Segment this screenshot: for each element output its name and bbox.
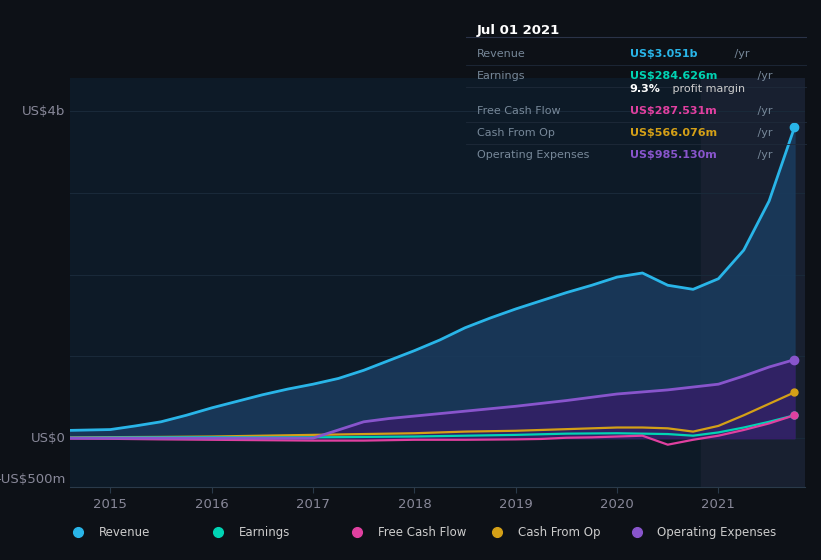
Text: Operating Expenses: Operating Expenses <box>657 526 777 539</box>
Text: /yr: /yr <box>754 106 772 116</box>
Text: Earnings: Earnings <box>238 526 290 539</box>
Text: /yr: /yr <box>754 128 772 138</box>
Text: -US$500m: -US$500m <box>0 473 66 486</box>
Text: /yr: /yr <box>754 150 772 160</box>
Text: US$0: US$0 <box>31 432 66 445</box>
Text: US$3.051b: US$3.051b <box>630 49 697 59</box>
Text: US$4b: US$4b <box>22 105 66 118</box>
Text: profit margin: profit margin <box>669 84 745 94</box>
Bar <box>701 78 805 487</box>
Text: Revenue: Revenue <box>99 526 150 539</box>
Text: US$985.130m: US$985.130m <box>630 150 717 160</box>
Text: Revenue: Revenue <box>476 49 525 59</box>
Text: Free Cash Flow: Free Cash Flow <box>378 526 466 539</box>
Text: US$566.076m: US$566.076m <box>630 128 717 138</box>
Text: US$287.531m: US$287.531m <box>630 106 717 116</box>
Text: Jul 01 2021: Jul 01 2021 <box>476 24 560 36</box>
Text: Cash From Op: Cash From Op <box>517 526 600 539</box>
Text: Free Cash Flow: Free Cash Flow <box>476 106 560 116</box>
Text: Cash From Op: Cash From Op <box>476 128 554 138</box>
Text: Earnings: Earnings <box>476 71 525 81</box>
Text: /yr: /yr <box>731 49 750 59</box>
Text: /yr: /yr <box>754 71 772 81</box>
Text: US$284.626m: US$284.626m <box>630 71 718 81</box>
Text: Operating Expenses: Operating Expenses <box>476 150 589 160</box>
Text: 9.3%: 9.3% <box>630 84 661 94</box>
